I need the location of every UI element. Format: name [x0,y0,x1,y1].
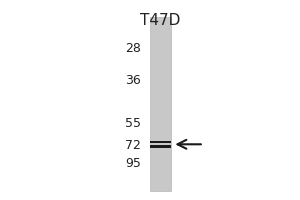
Text: 95: 95 [125,157,141,170]
Bar [150,17,171,191]
Bar [150,141,171,143]
Bar [150,145,171,148]
Text: 28: 28 [125,42,141,55]
Text: 72: 72 [125,139,141,152]
Text: T47D: T47D [140,13,181,28]
Text: 36: 36 [125,74,141,87]
Text: 55: 55 [125,117,141,130]
